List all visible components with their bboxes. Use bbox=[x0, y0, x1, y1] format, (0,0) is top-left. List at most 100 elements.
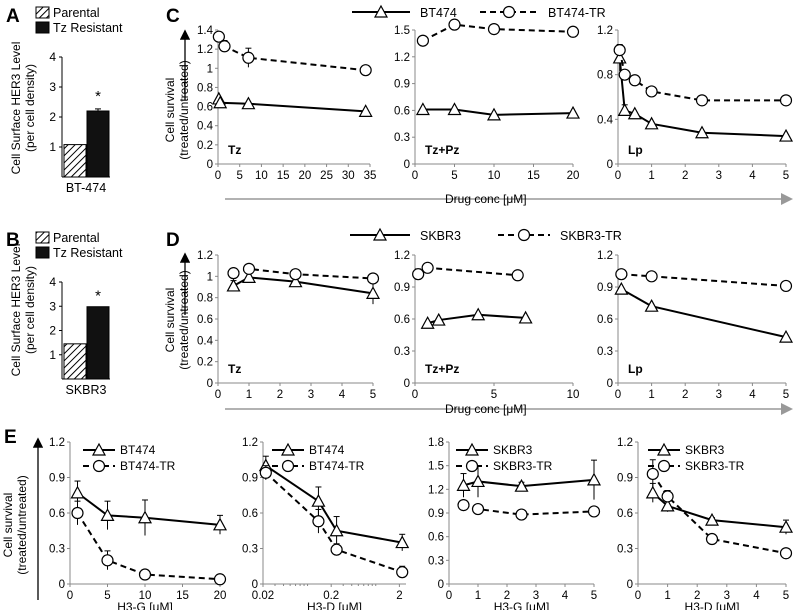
series-bt474-point bbox=[617, 103, 632, 117]
y-tick-label: 0.4 bbox=[597, 114, 614, 126]
significance-star: * bbox=[95, 88, 101, 105]
series-bt474-point bbox=[311, 493, 326, 507]
legend-b: Parental Tz Resistant bbox=[35, 231, 123, 260]
panel-letter-c: C bbox=[166, 6, 180, 27]
y-tick-label: 1 bbox=[49, 348, 56, 362]
legend-d: SKBR3 SKBR3-TR bbox=[350, 227, 622, 243]
x-tick-label: 1 bbox=[475, 590, 481, 602]
x-tick-label: 1 bbox=[648, 389, 654, 401]
series-skbr3-line bbox=[233, 276, 374, 295]
significance-star: * bbox=[95, 288, 101, 305]
legend-skbr3-tr-marker bbox=[465, 459, 479, 473]
series-bt474-tr-point bbox=[138, 568, 152, 581]
series-bt474-tr-line bbox=[265, 472, 403, 574]
series-skbr3-tr-point bbox=[457, 499, 470, 512]
x-tick-label: 20 bbox=[567, 170, 580, 182]
legend-b-label-resistant: Tz Resistant bbox=[53, 246, 123, 260]
series-bt474-tr-point bbox=[359, 64, 372, 77]
y-tick-label: 0.3 bbox=[597, 346, 613, 358]
y-tick-label: 0.6 bbox=[597, 314, 613, 326]
ylabel-survival-d: Cell survival(treated/untreated) bbox=[163, 252, 191, 370]
series-skbr3-point bbox=[704, 512, 720, 526]
series-skbr3-point bbox=[518, 310, 533, 324]
x-tick-label: 5 bbox=[783, 170, 789, 182]
chart-a: 1 2 3 4 * BT-474 bbox=[49, 50, 110, 195]
x-tick-label: 0.02 bbox=[252, 590, 274, 602]
legend-c-triangle-marker bbox=[373, 4, 389, 18]
y-tick-label: 0.9 bbox=[49, 473, 65, 485]
series-skbr3-line bbox=[652, 492, 787, 529]
chart-label: Tz bbox=[228, 362, 241, 376]
ylabel-survival-e: Cell survival(treated/untreated) bbox=[1, 437, 44, 600]
chart-e3: 0 0.3 0.6 0.9 1.2 1.5 1.8 0 1 2 3 4 5 H3-G [μM] SKBR3 S… bbox=[428, 437, 602, 610]
y-tick-label: 0 bbox=[404, 159, 410, 171]
bar-parental bbox=[63, 343, 87, 380]
series-bt474-point bbox=[627, 106, 642, 120]
x-tick-label: 0 bbox=[412, 389, 418, 401]
x-tick-label: 20 bbox=[298, 170, 311, 182]
series-bt474-point bbox=[565, 105, 581, 119]
y-tick-label: 0 bbox=[627, 579, 633, 591]
series-bt474-point bbox=[447, 102, 462, 116]
x-tick-label: 15 bbox=[277, 170, 290, 182]
x-axis-label: BT-474 bbox=[66, 181, 106, 195]
x-tick-label: 3 bbox=[724, 590, 730, 602]
x-tick-label: 0 bbox=[412, 170, 418, 182]
ylabel-survival-c: Cell survival(treated/untreated) bbox=[163, 29, 191, 160]
x-axis-label: H3-D [μM] bbox=[685, 600, 740, 610]
x-tick-label: 3 bbox=[533, 590, 539, 602]
legend-skbr3-tr-label: SKBR3-TR bbox=[685, 459, 745, 473]
y-tick-label: 1.2 bbox=[617, 437, 633, 449]
y-tick-label: 0.8 bbox=[597, 70, 613, 82]
x-tick-label: 4 bbox=[339, 389, 346, 401]
x-tick-label: 5 bbox=[591, 590, 597, 602]
series-bt474-tr-point bbox=[613, 43, 626, 57]
y-tick-label: 0.9 bbox=[597, 282, 613, 294]
y-tick-label: 2 bbox=[49, 110, 56, 124]
y-tick-label: 1.2 bbox=[197, 250, 213, 262]
series-skbr3-point bbox=[660, 498, 675, 512]
x-tick-label: 2 bbox=[277, 389, 283, 401]
x-tick-label: 20 bbox=[214, 590, 227, 602]
y-tick-label: 0.3 bbox=[49, 544, 65, 556]
legend-c-label-bt474: BT474 bbox=[420, 6, 457, 20]
series-skbr3-point bbox=[471, 307, 486, 321]
x-tick-label: 0 bbox=[635, 590, 641, 602]
chart-d2: 0 0.3 0.6 0.9 1.2 0 5 10 Tz+Pz bbox=[394, 250, 579, 401]
series-skbr3-tr-point bbox=[587, 505, 601, 518]
x-tick-label: 15 bbox=[527, 170, 540, 182]
x-tick-label: 5 bbox=[491, 389, 497, 401]
series-bt474-tr-point bbox=[218, 40, 231, 53]
legend-d-triangle-marker bbox=[372, 227, 388, 241]
chart-e2: 0 0.3 0.6 0.9 1.2 0.02 0.2 2 H3-D [μM] BT474 BT474… bbox=[242, 437, 410, 610]
series-bt474-line bbox=[422, 108, 574, 116]
series-skbr3-tr-point bbox=[471, 502, 485, 516]
series-bt474-tr-point bbox=[779, 94, 793, 107]
y-tick-label: 0.6 bbox=[617, 508, 633, 520]
legend-bt474-marker bbox=[91, 442, 107, 456]
x-tick-label: 2 bbox=[682, 389, 688, 401]
series-bt474-point bbox=[694, 125, 710, 139]
legend-a: Parental Tz Resistant bbox=[35, 6, 123, 35]
y-tick-label: 0.9 bbox=[617, 473, 633, 485]
y-tick-label: 0.3 bbox=[394, 132, 410, 144]
x-tick-label: 0 bbox=[615, 170, 621, 182]
y-tick-label: 0.3 bbox=[394, 346, 410, 358]
y-tick-label: 1.2 bbox=[242, 437, 258, 449]
series-bt474-point bbox=[213, 95, 228, 109]
series-skbr3-tr-point bbox=[646, 467, 659, 481]
y-tick-label: 1.2 bbox=[49, 437, 65, 449]
legend-d-circle-marker bbox=[517, 228, 531, 242]
y-tick-label: 0.6 bbox=[197, 314, 213, 326]
legend-b-label-parental: Parental bbox=[53, 231, 100, 245]
series-bt474-tr-point bbox=[628, 74, 641, 87]
x-tick-label: 3 bbox=[308, 389, 314, 401]
y-tick-label: 0.3 bbox=[428, 555, 444, 567]
x-tick-label: 0.2 bbox=[323, 590, 339, 602]
legend-c: BT474 BT474-TR bbox=[352, 4, 606, 20]
legend-a-label-resistant: Tz Resistant bbox=[53, 21, 123, 35]
series-bt474-tr-point bbox=[71, 506, 84, 520]
series-bt474-tr-point bbox=[101, 554, 114, 567]
ylabel-survival-c-text: Cell survival(treated/untreated) bbox=[163, 60, 191, 159]
